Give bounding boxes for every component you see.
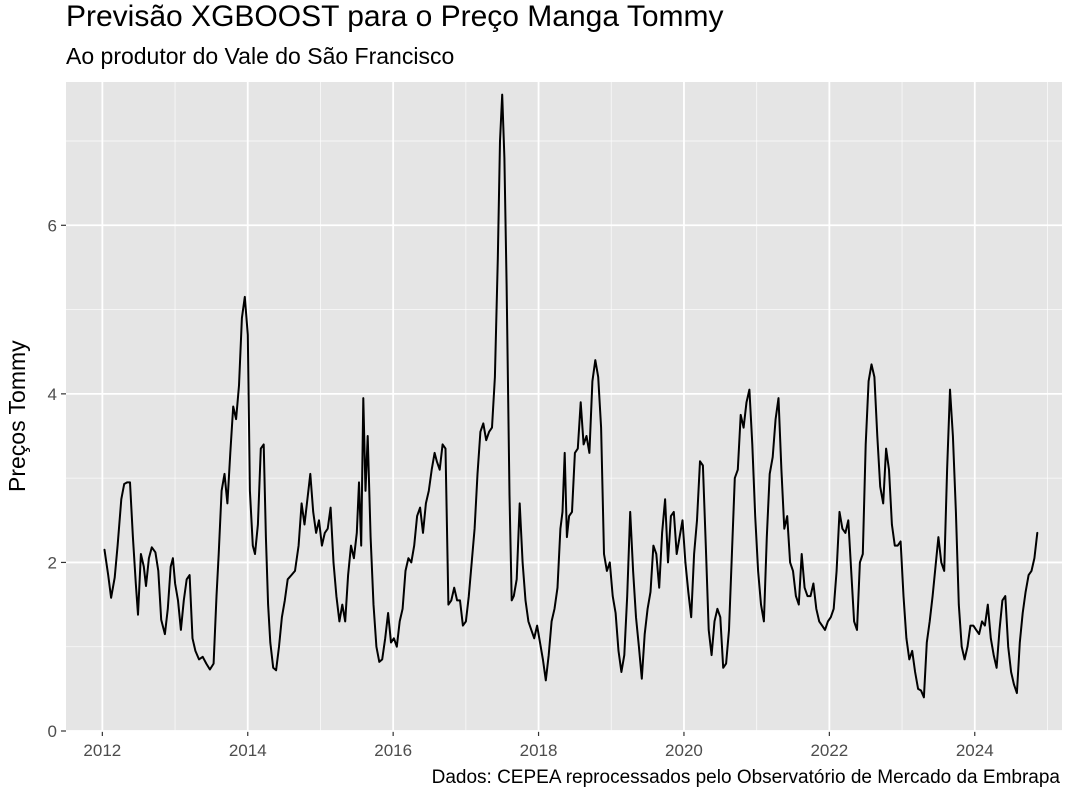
x-tick-label: 2012 [83,741,121,760]
y-tick-label: 0 [48,722,57,741]
x-tick-label: 2024 [956,741,994,760]
chart-caption: Dados: CEPEA reprocessados pelo Observat… [431,767,1060,788]
actual-line [103,93,1039,699]
y-tick-label: 6 [48,216,57,235]
x-tick-label: 2016 [374,741,412,760]
chart-title: Previsão XGBOOST para o Preço Manga Tomm… [66,0,724,33]
x-tick-label: 2022 [810,741,848,760]
x-tick-label: 2020 [665,741,703,760]
x-tick-label: 2014 [229,741,267,760]
plot-panel [66,82,1062,731]
x-tick-label: 2018 [520,741,558,760]
y-tick-label: 2 [48,553,57,572]
chart-subtitle: Ao produtor do Vale do São Francisco [66,43,455,69]
y-tick-label: 4 [48,385,57,404]
